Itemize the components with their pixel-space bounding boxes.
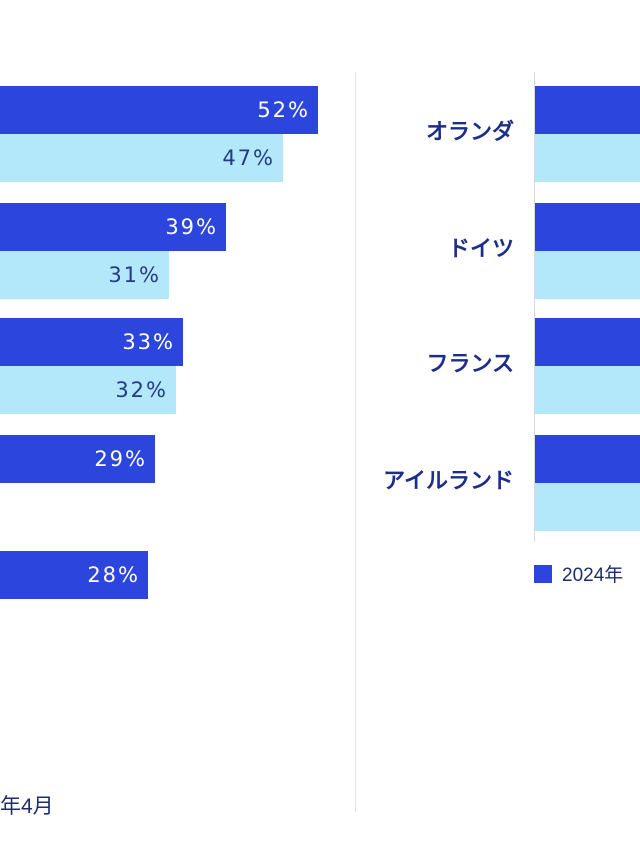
- right-bar-s1-c1: [535, 86, 640, 134]
- right-bar-s1-c2: [535, 203, 640, 251]
- right-bar-s2-c2: [535, 251, 640, 299]
- footnote-date: 年4月: [0, 795, 54, 818]
- panel-divider: [355, 72, 356, 812]
- legend-swatch-2024: [534, 565, 552, 583]
- left-bar-s1-c2: 39%: [0, 203, 226, 251]
- left-bar-s1-c4: 29%: [0, 435, 155, 483]
- right-bar-s2-c3: [535, 366, 640, 414]
- left-bar-s1-c5: 28%: [0, 551, 148, 599]
- right-chart-axis: [534, 72, 535, 542]
- category-label-3: フランス: [426, 352, 514, 377]
- category-label-1: オランダ: [425, 120, 514, 145]
- left-bar-s1-c3: 33%: [0, 318, 183, 366]
- right-bar-s2-c1: [535, 134, 640, 182]
- left-bar-s2-c3: 32%: [0, 366, 176, 414]
- left-bar-s2-c2: 31%: [0, 251, 169, 299]
- category-label-2: ドイツ: [447, 237, 514, 262]
- legend-label-2024: 2024年: [562, 565, 624, 586]
- right-bar-s2-c4: [535, 483, 640, 531]
- right-bar-s1-c3: [535, 318, 640, 366]
- left-bar-s2-c1: 47%: [0, 134, 283, 182]
- left-bar-s1-c1: 52%: [0, 86, 318, 134]
- category-label-4: アイルランド: [383, 469, 514, 494]
- right-bar-s1-c4: [535, 435, 640, 483]
